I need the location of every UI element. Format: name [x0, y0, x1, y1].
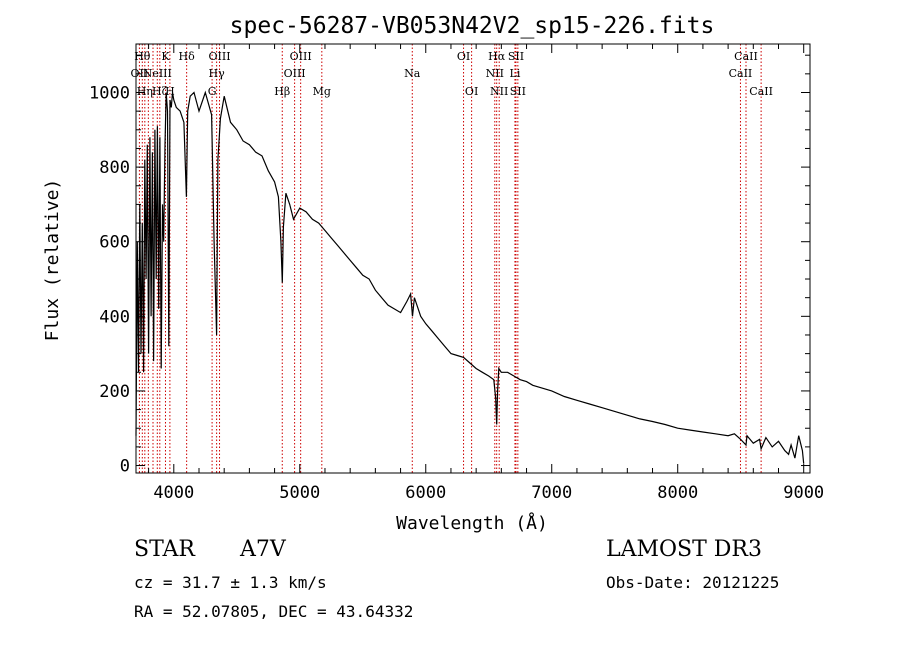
marker-label: Hζ	[152, 85, 168, 98]
marker-label: Hγ	[209, 67, 226, 80]
y-axis-label: Flux (relative)	[42, 179, 63, 342]
marker-label: NII	[486, 67, 504, 80]
marker-label: NeIII	[143, 67, 172, 80]
y-tick-label: 600	[99, 233, 130, 253]
marker-label: Mg	[313, 85, 331, 98]
y-axis-ticks: 0 200 400 600 800 1000	[89, 54, 810, 477]
x-tick-label: 4000	[153, 483, 194, 503]
x-tick-label: 7000	[531, 483, 572, 503]
y-tick-label: 800	[99, 158, 130, 178]
spectral-line-labels: OIIHθHηNeIIIHζKHHδGHγOIIIHβOIIIOIIIMgNaO…	[131, 50, 773, 98]
object-subclass: A7V	[240, 537, 286, 562]
marker-label: Hθ	[134, 50, 151, 63]
x-tick-label: 6000	[405, 483, 446, 503]
marker-label: CaII	[749, 85, 773, 98]
marker-label: Hβ	[274, 85, 290, 98]
chart-title: spec-56287-VB053N42V2_sp15-226.fits	[230, 13, 715, 39]
marker-label: Hδ	[179, 50, 196, 63]
x-tick-label: 9000	[783, 483, 824, 503]
marker-label: H	[165, 85, 175, 98]
spectrum-line	[135, 90, 805, 464]
y-tick-label: 200	[99, 382, 130, 402]
coordinates: RA = 52.07805, DEC = 43.64332	[134, 602, 414, 621]
marker-label: OIII	[284, 67, 306, 80]
marker-label: Hη	[137, 85, 153, 98]
y-tick-label: 0	[120, 457, 130, 477]
marker-label: SII	[508, 50, 524, 63]
redshift-velocity: cz = 31.7 ± 1.3 km/s	[134, 573, 327, 592]
object-class: STAR	[134, 537, 195, 562]
marker-label: CaII	[729, 67, 753, 80]
marker-label: OIII	[208, 50, 230, 63]
plot-frame	[135, 43, 811, 474]
marker-label: Na	[404, 67, 421, 80]
marker-label: NII	[490, 85, 508, 98]
marker-label: K	[161, 50, 170, 63]
survey-name: LAMOST DR3	[606, 537, 762, 562]
marker-label: OI	[457, 50, 470, 63]
y-tick-label: 400	[99, 307, 130, 327]
marker-label: Hα	[488, 50, 506, 63]
marker-label: OI	[465, 85, 478, 98]
marker-label: OIII	[290, 50, 312, 63]
x-axis-ticks: 4000 5000 6000 7000 8000 9000	[148, 44, 824, 503]
marker-label: G	[208, 85, 217, 98]
observation-date: Obs-Date: 20121225	[606, 573, 780, 592]
x-tick-label: 8000	[657, 483, 698, 503]
x-tick-label: 5000	[279, 483, 320, 503]
marker-label: Li	[510, 67, 521, 80]
marker-label: SII	[510, 85, 526, 98]
spectral-line-markers	[138, 44, 762, 473]
x-axis-label: Wavelength (Å)	[396, 512, 548, 534]
marker-label: CaII	[734, 50, 758, 63]
y-tick-label: 1000	[89, 83, 130, 103]
